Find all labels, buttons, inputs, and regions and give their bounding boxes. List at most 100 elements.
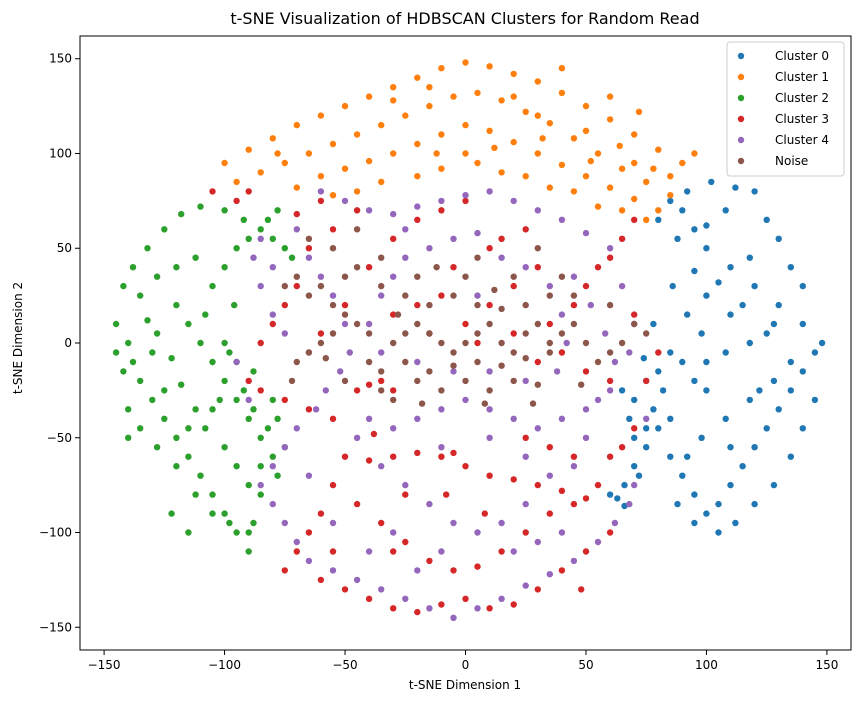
scatter-point xyxy=(185,529,192,536)
scatter-point xyxy=(582,495,590,502)
series-cluster-4 xyxy=(233,188,650,621)
scatter-point xyxy=(510,548,517,555)
scatter-point xyxy=(245,548,252,555)
scatter-point xyxy=(708,178,715,186)
scatter-point xyxy=(305,557,313,565)
scatter-point xyxy=(402,538,409,546)
scatter-point xyxy=(474,89,481,97)
scatter-point xyxy=(522,500,529,508)
scatter-point xyxy=(450,567,457,574)
scatter-point xyxy=(257,339,264,347)
scatter-point xyxy=(281,301,288,309)
scatter-point xyxy=(631,481,638,489)
scatter-point xyxy=(329,519,337,527)
scatter-point xyxy=(144,245,151,252)
scatter-point xyxy=(378,292,385,299)
scatter-point xyxy=(192,491,199,498)
scatter-point xyxy=(715,279,722,286)
scatter-point xyxy=(558,65,566,72)
scatter-point xyxy=(462,150,469,157)
scatter-point xyxy=(438,165,445,172)
scatter-point xyxy=(486,301,493,309)
scatter-point xyxy=(269,311,276,318)
scatter-point xyxy=(570,453,578,460)
scatter-point xyxy=(240,216,247,223)
scatter-point xyxy=(546,282,553,290)
scatter-point xyxy=(462,463,469,470)
scatter-point xyxy=(594,264,602,271)
scatter-point xyxy=(438,601,445,608)
scatter-point xyxy=(462,197,469,205)
legend-marker xyxy=(737,52,745,60)
scatter-point xyxy=(365,320,373,328)
legend-marker xyxy=(737,94,745,102)
scatter-point xyxy=(450,519,457,527)
scatter-point xyxy=(233,197,240,205)
scatter-point xyxy=(703,292,710,299)
scatter-point xyxy=(426,245,433,252)
scatter-point xyxy=(269,264,276,271)
scatter-point xyxy=(173,264,180,271)
scatter-point xyxy=(522,582,529,589)
scatter-point xyxy=(390,150,397,157)
scatter-point xyxy=(534,481,541,489)
scatter-point xyxy=(329,548,337,555)
scatter-point xyxy=(245,146,252,153)
scatter-point xyxy=(438,131,445,138)
scatter-point xyxy=(153,330,161,337)
scatter-point xyxy=(438,65,445,72)
scatter-point xyxy=(486,368,493,375)
scatter-point xyxy=(305,235,313,242)
scatter-point xyxy=(631,195,638,203)
scatter-point xyxy=(616,142,623,150)
scatter-point xyxy=(558,415,566,422)
scatter-point xyxy=(498,339,505,347)
scatter-point xyxy=(691,267,698,275)
scatter-point xyxy=(245,481,252,489)
scatter-point xyxy=(281,396,288,404)
scatter-point xyxy=(462,595,469,602)
scatter-point xyxy=(341,453,349,460)
scatter-point xyxy=(329,481,337,489)
scatter-point xyxy=(402,330,409,337)
scatter-point xyxy=(402,292,409,299)
scatter-point xyxy=(450,362,457,369)
scatter-point xyxy=(438,207,445,214)
scatter-point xyxy=(811,396,819,404)
x-axis-label: t-SNE Dimension 1 xyxy=(409,678,521,692)
scatter-point xyxy=(245,235,252,242)
scatter-point xyxy=(353,226,361,233)
x-tick-label: 100 xyxy=(695,658,718,672)
scatter-point xyxy=(317,576,325,584)
scatter-point xyxy=(438,387,445,394)
scatter-point xyxy=(353,434,361,441)
scatter-point xyxy=(426,330,433,337)
scatter-point xyxy=(418,400,426,407)
scatter-point xyxy=(510,70,517,78)
scatter-point xyxy=(341,586,349,593)
scatter-point xyxy=(426,84,433,91)
scatter-point xyxy=(322,355,329,362)
scatter-point xyxy=(722,415,729,422)
scatter-point xyxy=(818,339,826,347)
scatter-point xyxy=(763,425,770,432)
scatter-point xyxy=(365,93,373,100)
scatter-point xyxy=(221,377,228,385)
scatter-point xyxy=(120,282,127,290)
scatter-point xyxy=(727,264,734,271)
legend: Cluster 0 Cluster 1 Cluster 2 Cluster 3 Clus… xyxy=(726,41,845,177)
scatter-point xyxy=(293,210,300,218)
scatter-point xyxy=(353,207,361,214)
scatter-point xyxy=(570,273,578,280)
scatter-point xyxy=(378,387,385,394)
legend-marker xyxy=(737,115,745,123)
scatter-point xyxy=(305,472,313,479)
scatter-point xyxy=(178,210,185,218)
scatter-point xyxy=(558,487,566,494)
scatter-point xyxy=(486,127,493,134)
scatter-point xyxy=(474,301,481,309)
scatter-point xyxy=(209,510,216,517)
scatter-point xyxy=(197,203,204,210)
scatter-point xyxy=(510,349,517,356)
scatter-point xyxy=(621,502,628,510)
